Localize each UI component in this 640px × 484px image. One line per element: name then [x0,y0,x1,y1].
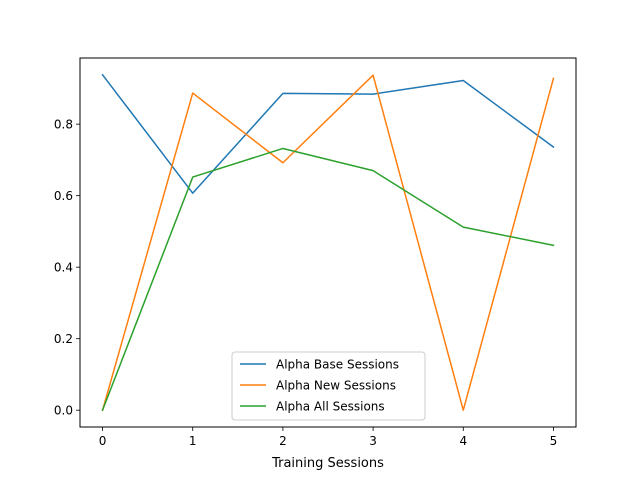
x-axis-label: Training Sessions [271,456,384,471]
y-tick-label-0: 0.0 [54,404,73,418]
series-line-0 [101,73,555,194]
y-tick-label-2: 0.4 [54,261,73,275]
y-tick-label-1: 0.2 [54,332,73,346]
series-line-1 [101,74,555,412]
y-tick-label-3: 0.6 [54,189,73,203]
x-tick-label-2: 2 [279,434,287,448]
x-tick-label-4: 4 [459,434,467,448]
series-layer [101,73,555,412]
legend-entries: Alpha Base Sessions Alpha New Sessions Alp… [240,358,399,414]
x-tick-label-5: 5 [550,434,558,448]
legend-label-0: Alpha Base Sessions [276,358,399,372]
legend-label-1: Alpha New Sessions [276,379,396,393]
plot-frame [79,57,577,428]
x-tick-label-1: 1 [189,434,197,448]
x-tick-label-3: 3 [369,434,377,448]
x-axis: 0 1 2 3 4 5 [99,427,558,448]
legend: Alpha Base Sessions Alpha New Sessions Alp… [231,351,426,421]
legend-box [231,351,426,421]
series-line-2 [101,147,555,412]
legend-label-2: Alpha All Sessions [276,400,385,414]
y-axis: 0.0 0.2 0.4 0.6 0.8 [54,118,80,418]
y-tick-label-4: 0.8 [54,118,73,132]
x-tick-label-0: 0 [99,434,107,448]
